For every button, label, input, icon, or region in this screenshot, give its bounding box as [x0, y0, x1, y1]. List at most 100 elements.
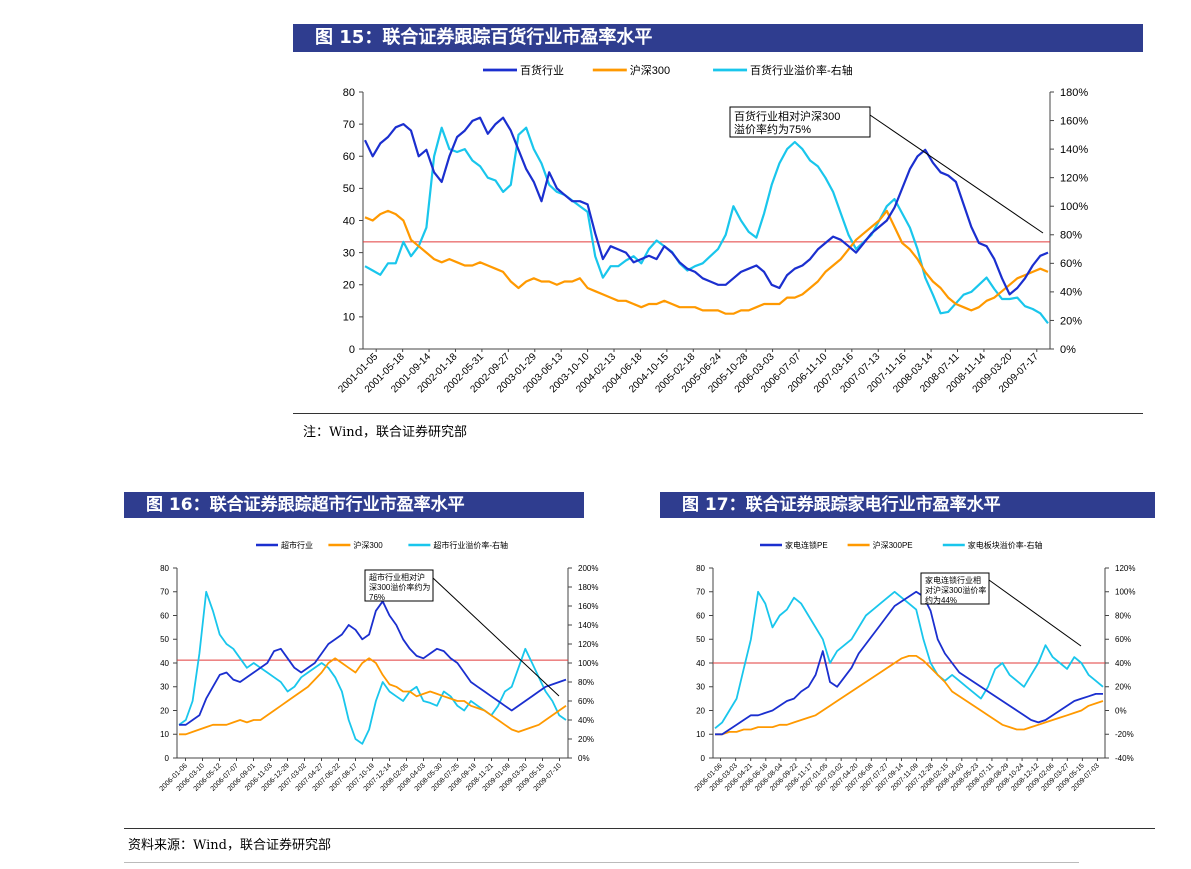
right-tick-label: 200%	[578, 564, 598, 573]
left-tick-label: 0	[701, 754, 706, 763]
right-tick-label: 120%	[578, 640, 598, 649]
series-line-0	[715, 590, 1103, 736]
series-line-0	[364, 116, 1049, 296]
left-tick-label: 20	[696, 706, 705, 715]
left-tick-label: 50	[696, 635, 705, 644]
left-tick-label: 0	[349, 344, 355, 356]
left-tick-label: 80	[343, 87, 355, 99]
annotation-text: 百货行业相对沪深300	[734, 109, 840, 123]
left-tick-label: 30	[343, 247, 355, 259]
fig16-title-bar: 图 16：联合证券跟踪超市行业市盈率水平	[124, 492, 584, 518]
left-tick-label: 40	[160, 659, 169, 668]
left-tick-label: 30	[696, 683, 705, 692]
fig15-title: 图 15：联合证券跟踪百货行业市盈率水平	[315, 27, 653, 48]
annotation-text: 深300溢价率约为	[369, 582, 430, 592]
annotation-box	[364, 569, 434, 602]
legend-label-2: 超市行业溢价率-右轴	[433, 540, 508, 550]
annotation-box	[729, 106, 871, 138]
fig15-title-bar: 图 15：联合证券跟踪百货行业市盈率水平	[293, 24, 1143, 52]
legend-label-1: 沪深300	[353, 540, 383, 550]
fig15-divider	[293, 413, 1143, 414]
fig17-title-bar: 图 17：联合证券跟踪家电行业市盈率水平	[660, 492, 1155, 518]
left-tick-label: 70	[696, 588, 705, 597]
right-tick-label: 20%	[1060, 315, 1082, 327]
annotation-text: 76%	[369, 593, 385, 602]
left-tick-label: 40	[343, 215, 355, 227]
left-tick-label: 80	[696, 564, 705, 573]
right-tick-label: -40%	[1115, 754, 1134, 763]
legend-label-0: 百货行业	[520, 63, 564, 77]
right-tick-label: -20%	[1115, 730, 1134, 739]
left-tick-label: 10	[343, 312, 355, 324]
footer-divider	[124, 828, 1155, 829]
annotation-leader-line	[988, 579, 1082, 647]
right-tick-label: 40%	[1115, 659, 1131, 668]
left-tick-label: 60	[343, 151, 355, 163]
series-line-2	[714, 590, 1104, 729]
right-tick-label: 160%	[1060, 115, 1088, 127]
left-tick-label: 10	[160, 730, 169, 739]
series-line-0	[179, 600, 567, 726]
right-tick-label: 0%	[578, 754, 590, 763]
annotation-text: 超市行业相对沪	[369, 572, 425, 582]
left-tick-label: 60	[696, 611, 705, 620]
left-tick-label: 0	[165, 754, 170, 763]
annotation-text: 家电连锁行业相	[925, 575, 981, 585]
fig15-note: 注：Wind，联合证券研究部	[303, 425, 467, 440]
legend-label-1: 沪深300	[630, 63, 670, 77]
fig17-title: 图 17：联合证券跟踪家电行业市盈率水平	[682, 495, 1001, 515]
right-tick-label: 80%	[1060, 230, 1082, 242]
series-line-1	[364, 209, 1049, 315]
left-tick-label: 30	[160, 683, 169, 692]
right-tick-label: 180%	[1060, 87, 1088, 99]
right-tick-label: 160%	[578, 602, 598, 611]
legend-label-2: 家电板块溢价率-右轴	[968, 540, 1043, 550]
right-tick-label: 100%	[578, 659, 598, 668]
right-tick-label: 100%	[1060, 201, 1088, 213]
right-tick-label: 80%	[1115, 611, 1131, 620]
fig16-chart: 超市行业 沪深300 超市行业溢价率-右轴 0 10 20 30 40 50 60 70 80 0% 20…	[159, 540, 599, 793]
right-tick-label: 180%	[578, 583, 598, 592]
right-tick-label: 60%	[578, 697, 594, 706]
series-line-1	[715, 655, 1104, 736]
right-tick-label: 140%	[1060, 144, 1088, 156]
left-tick-label: 20	[160, 706, 169, 715]
annotation-text: 溢价率约为75%	[734, 122, 811, 136]
legend-label-1: 沪深300PE	[873, 540, 913, 550]
series-line-1	[179, 657, 567, 736]
annotation-leader-line	[869, 114, 1044, 234]
fig17-chart: 家电连锁PE 沪深300PE 家电板块溢价率-右轴 0 10 20 30 40 50 60 70 80…	[694, 540, 1136, 793]
annotation-text: 约为44%	[925, 595, 957, 605]
right-tick-label: 80%	[578, 678, 594, 687]
right-tick-label: 20%	[578, 735, 594, 744]
left-tick-label: 70	[160, 588, 169, 597]
left-tick-label: 50	[160, 635, 169, 644]
right-tick-label: 100%	[1115, 588, 1135, 597]
legend-label-0: 家电连锁PE	[785, 540, 828, 550]
left-tick-label: 20	[343, 280, 355, 292]
fig16-title: 图 16：联合证券跟踪超市行业市盈率水平	[146, 495, 465, 515]
right-tick-label: 120%	[1060, 173, 1088, 185]
legend-label-0: 超市行业	[281, 540, 313, 550]
fig15-chart: 百货行业 沪深300 百货行业溢价率-右轴 0 10 20 30 40 50 60 70 80 0% 20…	[336, 63, 1088, 395]
footer-source: 资料来源：Wind，联合证券研究部	[128, 838, 331, 853]
left-tick-label: 70	[343, 119, 355, 131]
left-tick-label: 50	[343, 183, 355, 195]
left-tick-label: 60	[160, 611, 169, 620]
right-tick-label: 40%	[578, 716, 594, 725]
annotation-text: 对沪深300溢价率	[925, 585, 986, 595]
right-tick-label: 0%	[1115, 706, 1127, 715]
right-tick-label: 0%	[1060, 344, 1076, 356]
right-tick-label: 140%	[578, 621, 598, 630]
right-tick-label: 60%	[1115, 635, 1131, 644]
series-line-2	[364, 126, 1049, 324]
right-tick-label: 120%	[1115, 564, 1135, 573]
right-tick-label: 20%	[1115, 683, 1131, 692]
legend-label-2: 百货行业溢价率-右轴	[750, 63, 853, 77]
right-tick-label: 40%	[1060, 287, 1082, 299]
left-tick-label: 80	[160, 564, 169, 573]
left-tick-label: 40	[696, 659, 705, 668]
